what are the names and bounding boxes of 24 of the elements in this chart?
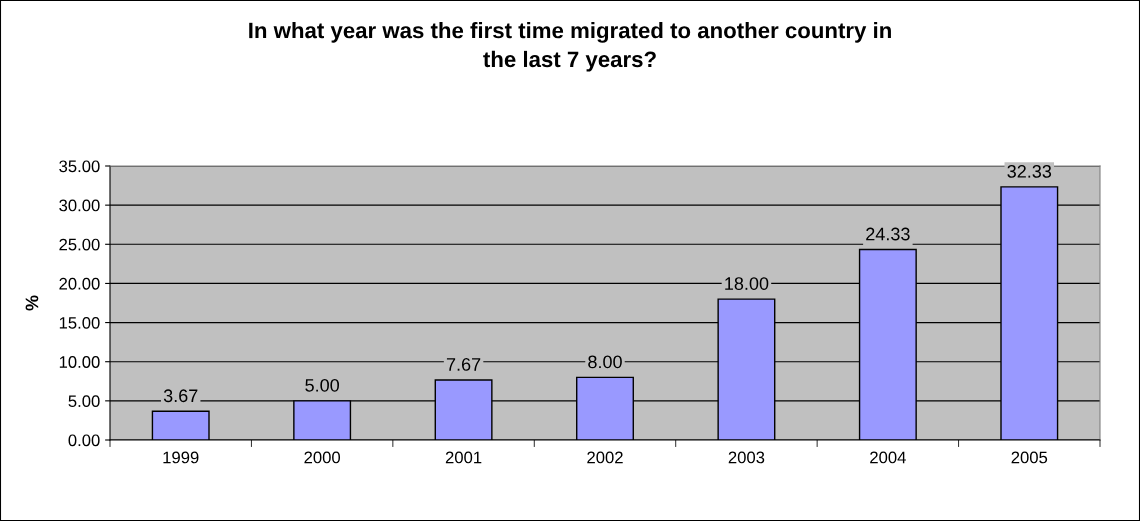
data-label: 8.00 [588, 355, 622, 369]
x-tick-label: 2005 [1011, 451, 1048, 464]
y-tick-label: 25.00 [59, 238, 100, 251]
data-label: 32.33 [1007, 164, 1052, 178]
data-label: 7.67 [446, 358, 481, 371]
data-label: 24.33 [866, 227, 910, 241]
x-tick-label: 2004 [870, 451, 906, 464]
y-tick-label: 10.00 [59, 356, 100, 368]
data-label: 3.67 [163, 389, 198, 403]
y-tick-label: 0.00 [68, 434, 100, 447]
y-tick-label: 35.00 [59, 160, 100, 173]
x-tick-label: 2001 [445, 451, 482, 464]
y-tick-label: 20.00 [59, 277, 100, 290]
x-tick-label: 2002 [587, 451, 623, 464]
data-label: 5.00 [305, 378, 340, 392]
x-tick-label: 1999 [163, 451, 199, 464]
y-axis-title: % [25, 295, 39, 311]
chart-title: In what year was the first time migrated to another country in the last 7 years? [249, 22, 891, 72]
x-tick-label: 2003 [728, 451, 765, 464]
data-label: 18.00 [725, 277, 769, 290]
x-tick-label: 2000 [304, 451, 341, 464]
y-tick-label: 5.00 [68, 395, 100, 408]
y-tick-label: 30.00 [59, 199, 100, 212]
y-tick-label: 15.00 [59, 316, 100, 329]
